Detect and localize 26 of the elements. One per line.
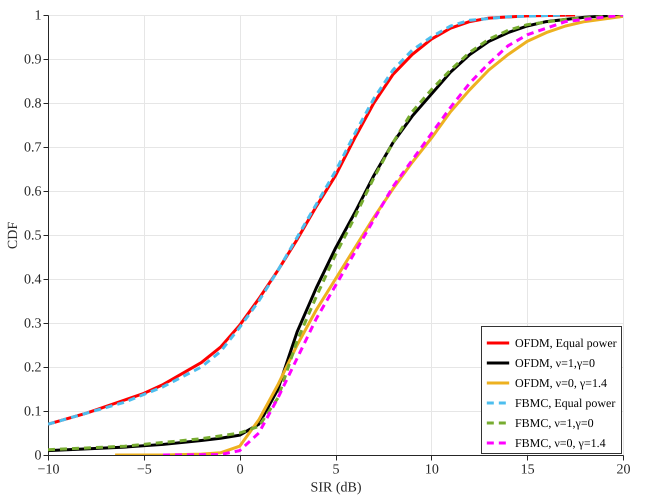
y-tick-label: 0.8 [24, 96, 42, 112]
y-tick-label: 0.4 [24, 272, 42, 288]
y-tick-label: 0.7 [24, 140, 42, 156]
x-axis-title: SIR (dB) [310, 480, 362, 496]
x-tick-label: 20 [616, 462, 630, 478]
y-tick-label: 0.6 [24, 184, 42, 200]
x-tick-label: −10 [38, 462, 60, 478]
x-tick-label: 0 [236, 462, 244, 478]
x-tick-label: 15 [520, 462, 535, 478]
y-tick-label: 0.3 [24, 316, 42, 332]
legend-label: FBMC, ν=1,γ=0 [515, 416, 594, 430]
y-axis-title: CDF [6, 222, 21, 250]
y-tick-label: 1 [34, 8, 42, 24]
y-tick-label: 0.2 [24, 360, 42, 376]
x-tick-label: 5 [332, 462, 340, 478]
legend-label: OFDM, ν=0, γ=1.4 [515, 376, 607, 390]
legend-label: FBMC, Equal power [515, 396, 616, 410]
y-tick-label: 0.5 [24, 228, 42, 244]
legend-label: OFDM, Equal power [515, 336, 617, 350]
x-tick-label: −5 [136, 462, 152, 478]
legend-label: OFDM, ν=1,γ=0 [515, 356, 595, 370]
y-tick-label: 0.1 [24, 404, 42, 420]
legend-label: FBMC, ν=0, γ=1.4 [515, 436, 606, 450]
y-tick-label: 0.9 [24, 52, 42, 68]
y-tick-label: 0 [34, 448, 42, 464]
x-tick-label: 10 [424, 462, 439, 478]
